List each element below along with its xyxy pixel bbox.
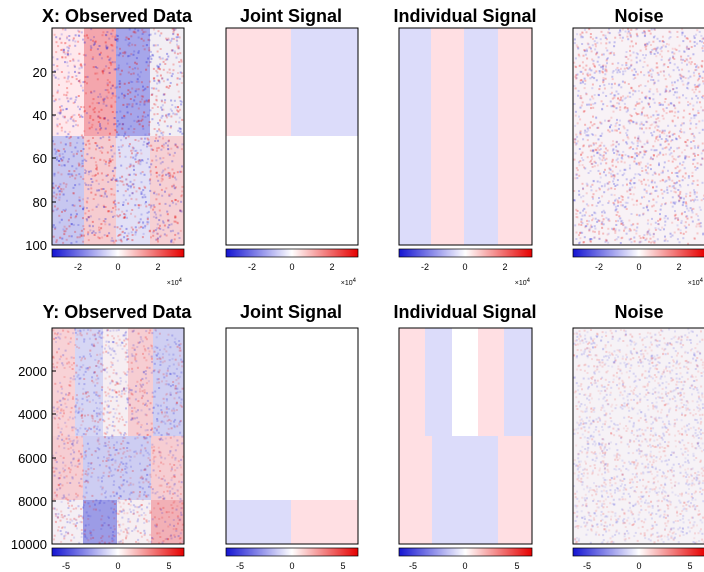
noise-texture xyxy=(573,328,704,544)
panel-title-x-observed: X: Observed Data xyxy=(42,6,193,26)
panel-title-y-observed: Y: Observed Data xyxy=(43,302,193,322)
colorbar-exponent-power: 4 xyxy=(700,278,704,284)
y-tick-label: 8000 xyxy=(18,494,47,509)
colorbar-exponent-base: ×10 xyxy=(341,280,353,287)
y-tick-label: 40 xyxy=(33,108,47,123)
colorbar-tick-label: 0 xyxy=(115,561,120,571)
colorbar-tick-label: 0 xyxy=(636,262,641,272)
colorbar-exponent-base: ×10 xyxy=(167,280,179,287)
colorbar-x-noise: -2 0 2 ×104 xyxy=(572,248,704,287)
panel-y-observed xyxy=(51,327,185,545)
noise-texture xyxy=(52,328,184,544)
colorbar-tick-label: -5 xyxy=(236,561,244,571)
noise-texture xyxy=(573,28,704,245)
y-tick-label: 80 xyxy=(33,195,47,210)
panel-title-y-noise: Noise xyxy=(614,302,663,322)
colorbar-y-noise: -5 0 5 xyxy=(572,547,704,571)
y-tick-label: 100 xyxy=(25,238,47,253)
colorbar-tick-label: 5 xyxy=(166,561,171,571)
panel-y-individual xyxy=(398,327,533,545)
panel-x-observed xyxy=(51,27,185,246)
y-tick-label: 4000 xyxy=(18,407,47,422)
panel-title-x-noise: Noise xyxy=(614,6,663,26)
noise-texture xyxy=(52,28,184,245)
y-axis-x-observed: 20 40 60 80 100 xyxy=(25,65,56,253)
colorbar-tick-label: -5 xyxy=(409,561,417,571)
panel-title-y-joint: Joint Signal xyxy=(240,302,342,322)
panel-y-joint xyxy=(225,327,359,545)
colorbar-y-individual: -5 0 5 xyxy=(398,547,533,571)
colorbar-x-joint: -2 0 2 ×104 xyxy=(225,248,359,287)
colorbar-exponent-base: ×10 xyxy=(688,280,700,287)
colorbar-tick-label: -2 xyxy=(595,262,603,272)
panel-x-individual xyxy=(398,27,533,246)
colorbar-tick-label: 5 xyxy=(340,561,345,571)
colorbar-tick-label: 2 xyxy=(676,262,681,272)
colorbar-tick-label: 0 xyxy=(289,262,294,272)
panel-y-noise xyxy=(572,327,704,545)
colorbar-exponent: ×104 xyxy=(167,278,183,287)
y-axis-y-observed: 2000 4000 6000 8000 10000 xyxy=(11,364,56,552)
colorbar-exponent: ×104 xyxy=(515,278,531,287)
panel-title-y-individual: Individual Signal xyxy=(393,302,536,322)
panel-x-joint xyxy=(225,27,359,246)
colorbar-tick-label: 0 xyxy=(115,262,120,272)
colorbar-y-joint: -5 0 5 xyxy=(225,547,359,571)
y-tick-label: 10000 xyxy=(11,537,47,552)
colorbar-tick-label: 5 xyxy=(514,561,519,571)
colorbar-tick-label: -2 xyxy=(421,262,429,272)
colorbar-tick-label: -2 xyxy=(248,262,256,272)
colorbar-exponent-power: 4 xyxy=(527,278,531,284)
panel-title-x-individual: Individual Signal xyxy=(393,6,536,26)
colorbar-tick-label: 0 xyxy=(462,262,467,272)
colorbar-tick-label: -5 xyxy=(62,561,70,571)
panel-title-x-joint: Joint Signal xyxy=(240,6,342,26)
colorbar-exponent: ×104 xyxy=(341,278,357,287)
colorbar-tick-label: 2 xyxy=(155,262,160,272)
colorbar-tick-label: 0 xyxy=(462,561,467,571)
colorbar-x-observed: -2 0 2 ×104 xyxy=(51,248,185,287)
colorbar-tick-label: 0 xyxy=(636,561,641,571)
y-tick-label: 6000 xyxy=(18,451,47,466)
colorbar-tick-label: 5 xyxy=(687,561,692,571)
colorbar-exponent: ×104 xyxy=(688,278,704,287)
colorbar-y-observed: -5 0 5 xyxy=(51,547,185,571)
colorbar-tick-label: 0 xyxy=(289,561,294,571)
colorbar-tick-label: 2 xyxy=(329,262,334,272)
panel-x-noise xyxy=(572,27,704,246)
colorbar-exponent-power: 4 xyxy=(353,278,357,284)
colorbar-tick-label: 2 xyxy=(502,262,507,272)
colorbar-tick-label: -5 xyxy=(583,561,591,571)
y-tick-label: 2000 xyxy=(18,364,47,379)
colorbar-exponent-power: 4 xyxy=(179,278,183,284)
y-tick-label: 20 xyxy=(33,65,47,80)
colorbar-tick-label: -2 xyxy=(74,262,82,272)
colorbar-exponent-base: ×10 xyxy=(515,280,527,287)
y-tick-label: 60 xyxy=(33,151,47,166)
colorbar-x-individual: -2 0 2 ×104 xyxy=(398,248,533,287)
